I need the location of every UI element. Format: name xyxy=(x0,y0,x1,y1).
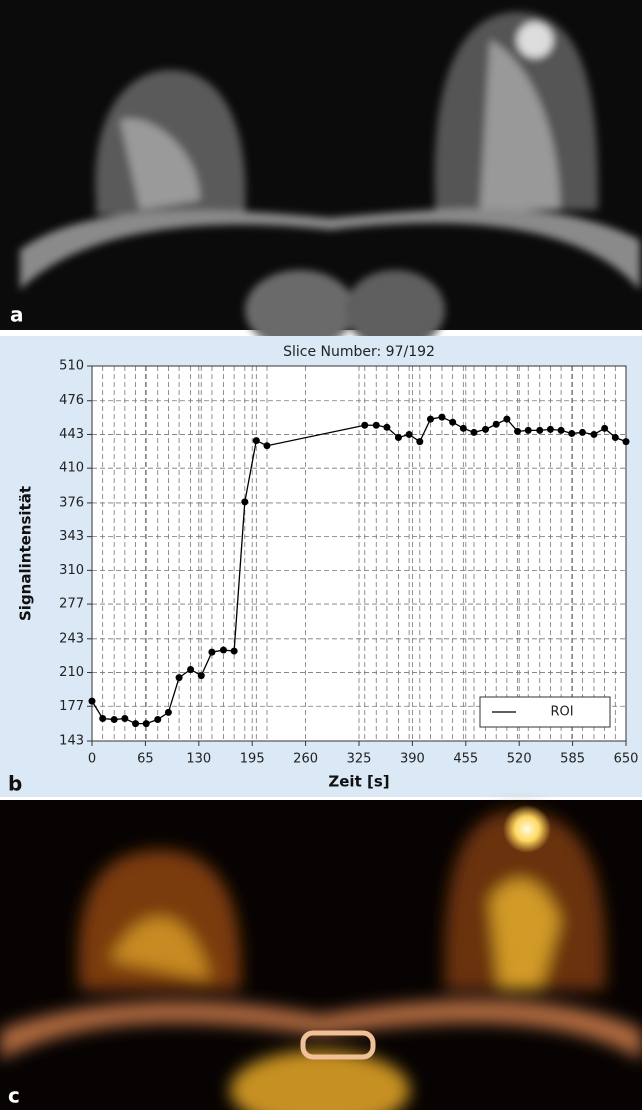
data-point xyxy=(438,414,445,421)
data-point xyxy=(514,428,521,435)
data-point xyxy=(383,424,390,431)
data-point xyxy=(525,427,532,434)
data-point xyxy=(121,715,128,722)
mri-image xyxy=(0,0,642,350)
data-point xyxy=(460,425,467,432)
data-point xyxy=(132,720,139,727)
panel-label: c xyxy=(8,1084,20,1108)
x-tick-label: 0 xyxy=(88,752,96,767)
data-point xyxy=(406,431,413,438)
data-point xyxy=(361,422,368,429)
data-point xyxy=(263,442,270,449)
data-point xyxy=(231,648,238,655)
data-point xyxy=(241,498,248,505)
x-tick-label: 650 xyxy=(614,752,639,767)
data-point xyxy=(165,709,172,716)
y-tick-label: 243 xyxy=(59,631,84,646)
y-tick-label: 343 xyxy=(59,529,84,544)
data-point xyxy=(395,434,402,441)
data-point xyxy=(373,422,380,429)
data-point xyxy=(187,666,194,673)
data-point xyxy=(427,416,434,423)
pet-image xyxy=(0,800,642,1110)
data-point xyxy=(601,425,608,432)
data-point xyxy=(547,426,554,433)
y-tick-label: 143 xyxy=(59,734,84,749)
data-point xyxy=(111,716,118,723)
data-point xyxy=(220,647,227,654)
x-axis-label: Zeit [s] xyxy=(328,773,389,791)
x-tick-label: 520 xyxy=(507,752,532,767)
legend-label: ROI xyxy=(550,705,573,720)
data-point xyxy=(536,427,543,434)
x-tick-label: 65 xyxy=(137,752,154,767)
data-point xyxy=(493,421,500,428)
y-tick-label: 376 xyxy=(59,495,84,510)
data-point xyxy=(558,427,565,434)
y-axis-label: Signalintensität xyxy=(17,486,35,621)
x-tick-label: 455 xyxy=(453,752,478,767)
data-point xyxy=(579,429,586,436)
data-point xyxy=(208,649,215,656)
data-point xyxy=(143,720,150,727)
y-tick-label: 177 xyxy=(59,699,84,714)
data-point xyxy=(568,430,575,437)
data-point xyxy=(612,434,619,441)
y-tick-label: 277 xyxy=(59,597,84,612)
x-tick-label: 260 xyxy=(293,752,318,767)
y-tick-label: 443 xyxy=(59,427,84,442)
data-point xyxy=(590,431,597,438)
data-point xyxy=(89,698,96,705)
data-point xyxy=(198,672,205,679)
data-point xyxy=(503,416,510,423)
panel-label: a xyxy=(10,303,24,327)
x-tick-label: 390 xyxy=(400,752,425,767)
data-point xyxy=(99,715,106,722)
x-tick-label: 325 xyxy=(347,752,372,767)
y-tick-label: 310 xyxy=(59,563,84,578)
data-point xyxy=(482,426,489,433)
y-tick-label: 476 xyxy=(59,393,84,408)
data-point xyxy=(471,429,478,436)
y-tick-label: 510 xyxy=(59,359,84,374)
data-point xyxy=(449,419,456,426)
x-tick-label: 195 xyxy=(240,752,265,767)
data-point xyxy=(623,438,630,445)
data-point xyxy=(253,437,260,444)
data-point xyxy=(176,674,183,681)
figure: a Slice Number: 97/192 143 177 210 243 277 310… xyxy=(0,0,642,1110)
chart-title: Slice Number: 97/192 xyxy=(283,344,435,360)
data-point xyxy=(416,438,423,445)
x-tick-label: 130 xyxy=(186,752,211,767)
y-tick-label: 210 xyxy=(59,665,84,680)
x-tick-label: 585 xyxy=(560,752,585,767)
panel-label: b xyxy=(8,772,22,796)
y-tick-label: 410 xyxy=(59,461,84,476)
data-point xyxy=(154,716,161,723)
